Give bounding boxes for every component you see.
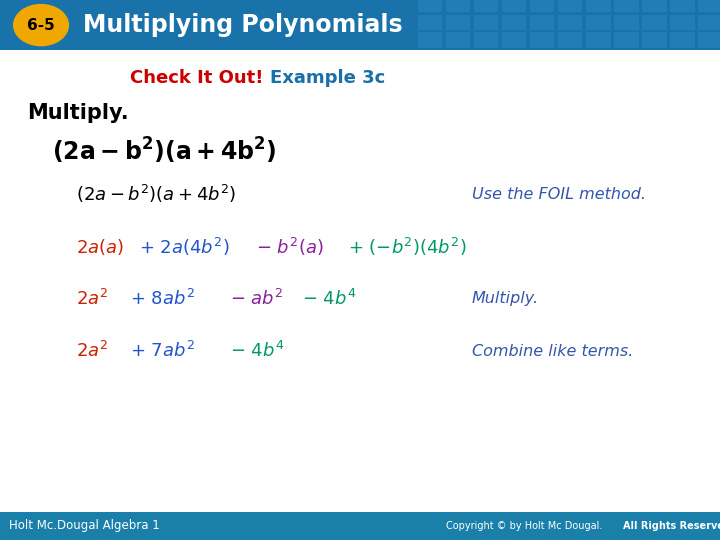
Circle shape — [14, 5, 68, 45]
Text: Combine like terms.: Combine like terms. — [472, 343, 633, 359]
Text: $-\ b^2(a)$: $-\ b^2(a)$ — [256, 236, 323, 258]
Bar — [558, 15, 582, 30]
Bar — [642, 0, 667, 12]
Bar — [0, 512, 720, 540]
Bar — [502, 15, 526, 30]
Text: Multiplying Polynomials: Multiplying Polynomials — [83, 13, 402, 37]
Text: Multiply.: Multiply. — [472, 291, 539, 306]
Bar — [530, 32, 554, 48]
Text: Multiply.: Multiply. — [27, 103, 129, 124]
Text: $(2a - b^2)(a + 4b^2)$: $(2a - b^2)(a + 4b^2)$ — [76, 184, 236, 205]
Text: $2a(a)$: $2a(a)$ — [76, 237, 124, 257]
Bar — [586, 0, 611, 12]
Text: $2a^2$: $2a^2$ — [76, 288, 108, 309]
Bar — [418, 32, 442, 48]
Bar — [670, 15, 695, 30]
Bar — [418, 15, 442, 30]
Text: 6-5: 6-5 — [27, 18, 55, 32]
Text: $-\ 4b^4$: $-\ 4b^4$ — [302, 288, 357, 309]
Bar — [670, 0, 695, 12]
Bar — [586, 32, 611, 48]
Bar — [558, 0, 582, 12]
Bar — [530, 0, 554, 12]
Bar — [474, 0, 498, 12]
Bar — [0, 0, 720, 50]
Text: $+\ (-b^2)(4b^2)$: $+\ (-b^2)(4b^2)$ — [348, 236, 467, 258]
Text: $-\ ab^2$: $-\ ab^2$ — [230, 288, 284, 309]
Bar — [614, 32, 639, 48]
Text: Use the FOIL method.: Use the FOIL method. — [472, 187, 646, 202]
Text: $\mathbf{(2a - b^2)(a + 4b^2)}$: $\mathbf{(2a - b^2)(a + 4b^2)}$ — [52, 136, 276, 166]
Text: All Rights Reserved.: All Rights Reserved. — [623, 521, 720, 531]
Bar — [502, 0, 526, 12]
Bar — [446, 32, 470, 48]
Text: Holt Mc.Dougal Algebra 1: Holt Mc.Dougal Algebra 1 — [9, 519, 159, 532]
Text: Copyright © by Holt Mc Dougal.: Copyright © by Holt Mc Dougal. — [446, 521, 606, 531]
Bar — [614, 15, 639, 30]
Text: $+\ 8ab^2$: $+\ 8ab^2$ — [130, 288, 194, 309]
Bar — [698, 0, 720, 12]
Bar — [530, 15, 554, 30]
Bar — [698, 32, 720, 48]
Bar — [418, 0, 442, 12]
Bar — [614, 0, 639, 12]
Bar — [558, 32, 582, 48]
Bar — [586, 15, 611, 30]
Text: $+\ 7ab^2$: $+\ 7ab^2$ — [130, 341, 194, 361]
Bar — [502, 32, 526, 48]
Bar — [642, 15, 667, 30]
Text: $-\ 4b^4$: $-\ 4b^4$ — [230, 341, 285, 361]
Bar — [698, 15, 720, 30]
Bar — [670, 32, 695, 48]
Bar — [446, 0, 470, 12]
Bar — [474, 32, 498, 48]
Text: $+\ 2a(4b^2)$: $+\ 2a(4b^2)$ — [139, 236, 230, 258]
Bar — [474, 15, 498, 30]
Text: Check It Out!: Check It Out! — [130, 69, 270, 87]
Text: $2a^2$: $2a^2$ — [76, 341, 108, 361]
Bar — [642, 32, 667, 48]
Text: Example 3c: Example 3c — [270, 69, 385, 87]
Bar — [446, 15, 470, 30]
